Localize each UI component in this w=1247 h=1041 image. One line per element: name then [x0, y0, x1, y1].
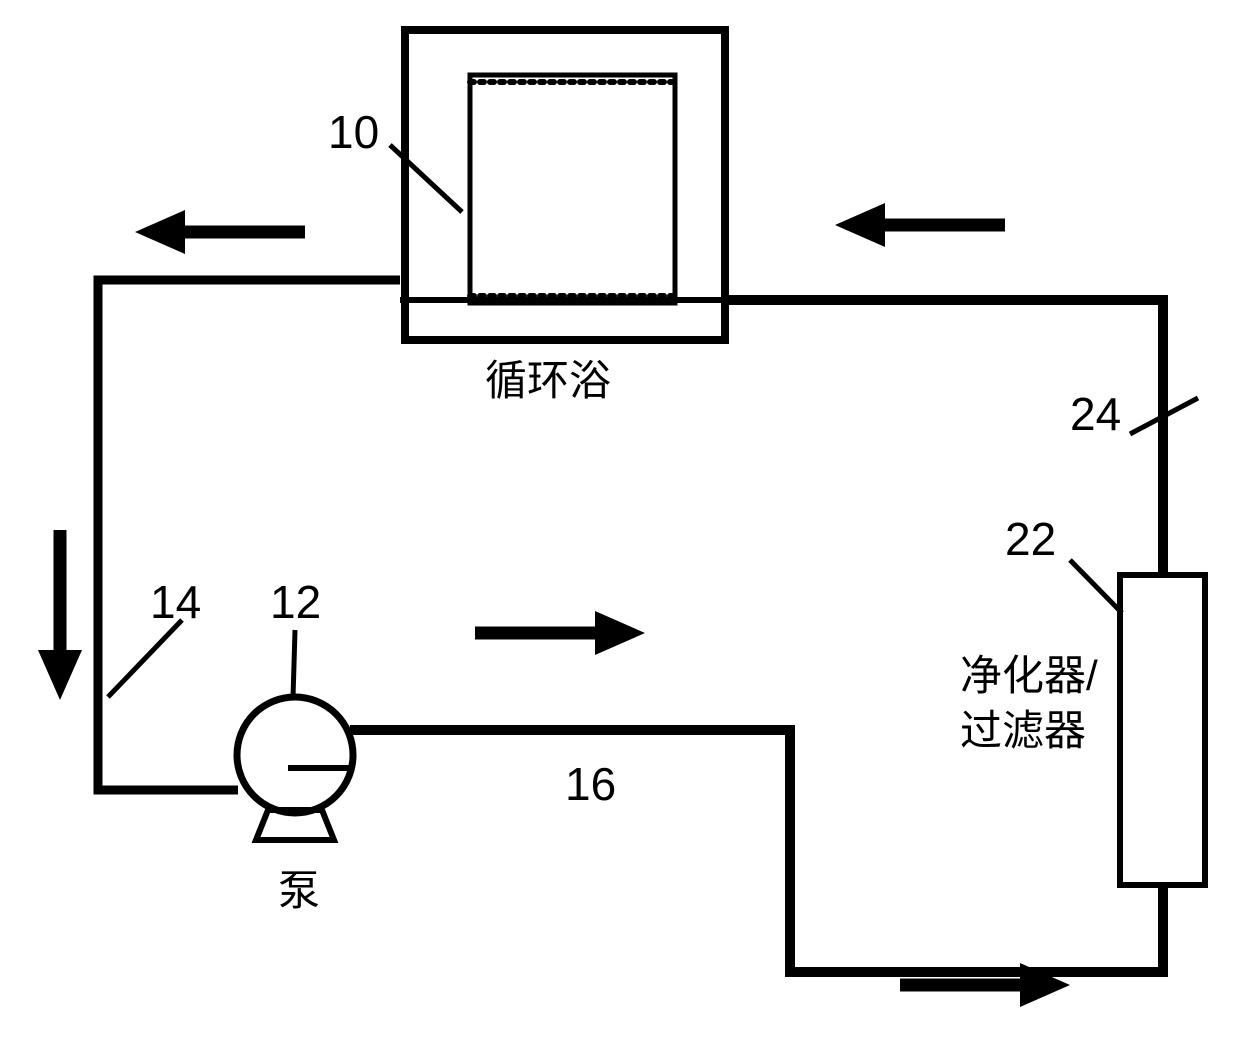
- label-purifier-1: 净化器/: [960, 652, 1098, 699]
- flow-diagram: 循环浴 泵 净化器/ 过滤器 10 12 14 16 22 24: [0, 0, 1247, 1041]
- arrow-mid-right: [475, 611, 645, 655]
- arrow-top-right: [835, 203, 1005, 247]
- pump-circle: [237, 697, 353, 813]
- label-purifier-2: 过滤器: [960, 707, 1086, 754]
- lead-line-10: [390, 145, 462, 212]
- label-bath: 循环浴: [485, 357, 611, 404]
- purifier-rect: [1120, 575, 1205, 885]
- ref-number-10: 10: [328, 106, 379, 158]
- lead-line-14: [108, 620, 182, 697]
- arrow-top-left: [135, 210, 305, 254]
- arrow-left-down: [38, 530, 82, 700]
- ref-number-22: 22: [1005, 513, 1056, 565]
- ref-number-24: 24: [1070, 388, 1121, 440]
- lead-line-12: [293, 630, 295, 698]
- bath-inner: [470, 75, 675, 303]
- flow-path-left: [98, 280, 400, 790]
- lead-line-22: [1070, 560, 1122, 613]
- ref-number-12: 12: [270, 576, 321, 628]
- label-pump: 泵: [278, 867, 320, 914]
- ref-number-14: 14: [150, 576, 201, 628]
- flow-path-pump-out: [350, 730, 1163, 972]
- ref-number-16: 16: [565, 758, 616, 810]
